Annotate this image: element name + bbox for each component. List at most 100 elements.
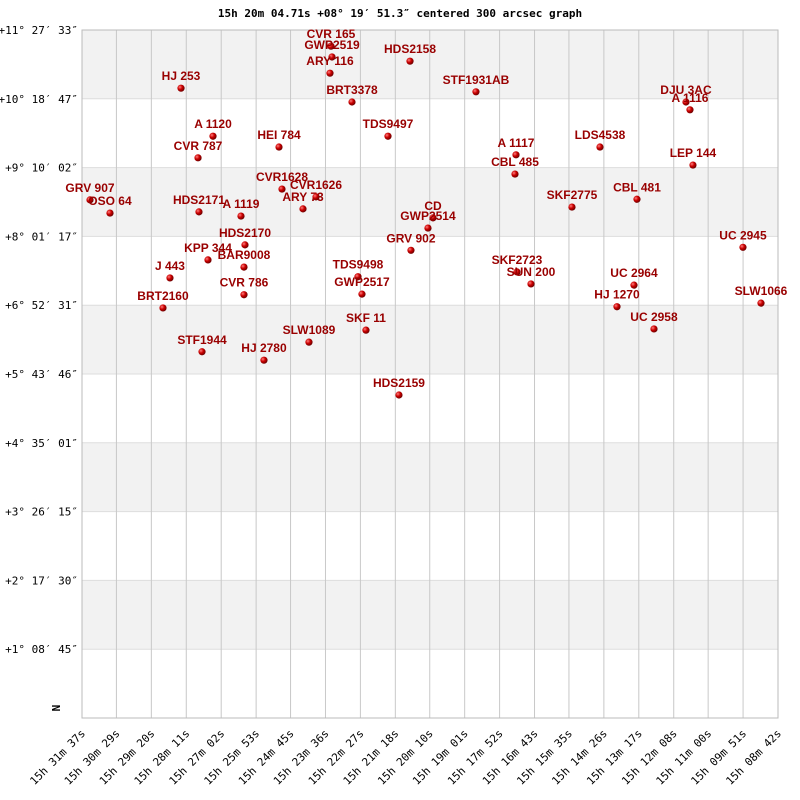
- star-label: DJU 3AC: [660, 83, 712, 97]
- star-label: J 443: [155, 259, 185, 273]
- star-label: BRT3378: [326, 83, 378, 97]
- star-label: GWP2514: [400, 209, 456, 223]
- star-point: [354, 273, 362, 281]
- star-point: [240, 291, 248, 299]
- star-label: OSO 64: [88, 194, 132, 208]
- star-label: A 1116: [672, 91, 709, 105]
- star-point: [278, 185, 286, 193]
- star-point: [362, 326, 370, 334]
- star-label: CBL 481: [613, 180, 661, 194]
- star-point: [568, 203, 576, 211]
- y-tick-label: +6° 52′ 31″: [5, 299, 78, 312]
- star-point: [424, 224, 432, 232]
- star-point: [689, 161, 697, 169]
- star-label: A 1119: [223, 197, 260, 211]
- star-label: ARY 73: [282, 190, 324, 204]
- star-label: HJ 253: [162, 69, 201, 83]
- star-point: [237, 212, 245, 220]
- star-label: ARY 116: [306, 54, 354, 68]
- star-point: [275, 143, 283, 151]
- star-label: HDS2170: [219, 226, 271, 240]
- star-label: SLW1089: [283, 323, 336, 337]
- star-label: TDS9497: [363, 117, 414, 131]
- star-point: [260, 356, 268, 364]
- star-point: [348, 98, 356, 106]
- star-label: BAR9008: [218, 248, 271, 262]
- y-tick-label: +8° 01′ 17″: [5, 230, 78, 243]
- star-point: [395, 391, 403, 399]
- star-label: UC 2964: [610, 266, 658, 280]
- star-label: HDS2158: [384, 42, 436, 56]
- star-point: [739, 243, 747, 251]
- chart-title: 15h 20m 04.71s +08° 19′ 51.3″ centered 3…: [218, 7, 582, 20]
- star-label: KPP 344: [184, 241, 232, 255]
- y-tick-label: +9° 10′ 02″: [5, 162, 78, 175]
- star-point: [106, 209, 114, 217]
- star-point: [299, 205, 307, 213]
- y-tick-label: +4° 35′ 01″: [5, 437, 78, 450]
- star-point: [326, 69, 334, 77]
- star-point: [241, 241, 249, 249]
- axis-marker: N: [50, 705, 63, 712]
- star-point: [177, 84, 185, 92]
- star-label: SUN 200: [507, 265, 556, 279]
- star-point: [240, 263, 248, 271]
- star-label: HDS2171: [173, 193, 225, 207]
- y-tick-label: +10° 18′ 47″: [0, 93, 78, 106]
- star-point: [686, 106, 694, 114]
- y-tick-label: +11° 27′ 33″: [0, 24, 78, 37]
- y-tick-label: +2° 17′ 30″: [5, 574, 78, 587]
- star-label: A 1120: [194, 117, 232, 131]
- star-point: [527, 280, 535, 288]
- star-point: [166, 274, 174, 282]
- star-point: [209, 132, 217, 140]
- star-label: CVR1626: [290, 178, 342, 192]
- star-label: CVR 787: [174, 139, 223, 153]
- star-point: [195, 208, 203, 216]
- star-label: BRT2160: [137, 289, 189, 303]
- star-label: STF1944: [177, 333, 227, 347]
- star-point: [512, 151, 520, 159]
- star-point: [198, 348, 206, 356]
- star-label: GRV 907: [65, 181, 114, 195]
- y-tick-label: +5° 43′ 46″: [5, 368, 78, 381]
- plot-frame: [81, 29, 779, 719]
- star-label: SKF2723: [492, 253, 543, 267]
- star-label: HDS2159: [373, 376, 425, 390]
- star-point: [630, 281, 638, 289]
- star-point: [327, 42, 335, 50]
- star-point: [159, 304, 167, 312]
- star-label: CVR 165: [307, 27, 356, 41]
- star-point: [596, 143, 604, 151]
- star-label: A 1117: [498, 136, 535, 150]
- star-label: LEP 144: [670, 146, 717, 160]
- star-point: [472, 88, 480, 96]
- star-point: [305, 338, 313, 346]
- star-label: CVR 786: [220, 276, 269, 290]
- star-point: [613, 303, 621, 311]
- star-point: [328, 53, 336, 61]
- star-label: CD: [424, 199, 442, 213]
- star-point: [358, 290, 366, 298]
- star-label: GWP2519: [304, 38, 360, 52]
- star-point: [757, 299, 765, 307]
- star-point: [511, 170, 519, 178]
- y-tick-label: +1° 08′ 45″: [5, 643, 78, 656]
- star-point: [406, 57, 414, 65]
- star-point: [650, 325, 658, 333]
- star-label: SLW1066: [735, 284, 788, 298]
- star-label: TDS9498: [333, 258, 384, 272]
- star-label: HJ 1270: [594, 288, 640, 302]
- star-label: UC 2958: [630, 310, 678, 324]
- star-label: GRV 902: [386, 231, 435, 245]
- star-label: STF1931AB: [443, 73, 510, 87]
- star-point: [682, 98, 690, 106]
- star-point: [633, 195, 641, 203]
- star-point: [312, 193, 320, 201]
- star-point: [194, 154, 202, 162]
- star-label: HEI 784: [257, 128, 301, 142]
- star-label: SKF2775: [547, 188, 598, 202]
- y-tick-label: +3° 26′ 15″: [5, 506, 78, 519]
- star-label: CVR1628: [256, 170, 308, 184]
